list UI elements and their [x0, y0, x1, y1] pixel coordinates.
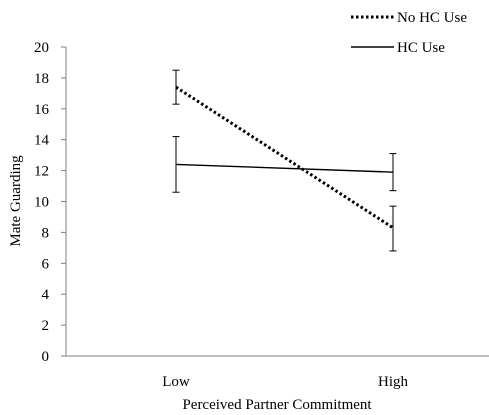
- y-tick-label: 6: [42, 256, 50, 272]
- error-bar: [389, 205, 397, 252]
- legend-label-no-hc-use: No HC Use: [397, 10, 467, 26]
- series-group: [172, 69, 397, 252]
- y-tick-label: 14: [34, 133, 50, 149]
- y-tick-label: 18: [34, 71, 49, 87]
- series-line-hc-use: [175, 163, 394, 173]
- legend-label-hc-use: HC Use: [397, 40, 445, 56]
- y-tick-label: 20: [34, 40, 49, 56]
- y-axis-title: Mate Guarding: [8, 155, 24, 247]
- error-bar: [172, 136, 180, 193]
- series-hc-use: [172, 136, 397, 193]
- y-tick-label: 10: [34, 195, 49, 211]
- y-tick-label: 2: [42, 318, 50, 334]
- series-no-hc-use: [172, 69, 397, 252]
- y-tick-label: 12: [34, 164, 49, 180]
- y-axis-ticks: 0 2 4 6 8 10 12 14 16 18 20: [34, 40, 66, 365]
- legend-item-hc-use: HC Use: [351, 40, 445, 56]
- y-tick-label: 8: [42, 225, 50, 241]
- x-tick-label: Low: [162, 374, 190, 390]
- y-tick-label: 0: [42, 349, 50, 365]
- error-bar: [389, 153, 397, 192]
- x-axis-title: Perceived Partner Commitment: [182, 397, 372, 413]
- series-line-no-hc-use: [175, 85, 394, 230]
- x-axis-ticks: Low High: [162, 374, 408, 390]
- y-tick-label: 16: [34, 102, 50, 118]
- x-tick-label: High: [378, 374, 409, 390]
- y-tick-label: 4: [42, 287, 50, 303]
- error-bar: [172, 69, 180, 105]
- legend-item-no-hc-use: No HC Use: [351, 10, 467, 26]
- legend: No HC Use HC Use: [351, 10, 467, 56]
